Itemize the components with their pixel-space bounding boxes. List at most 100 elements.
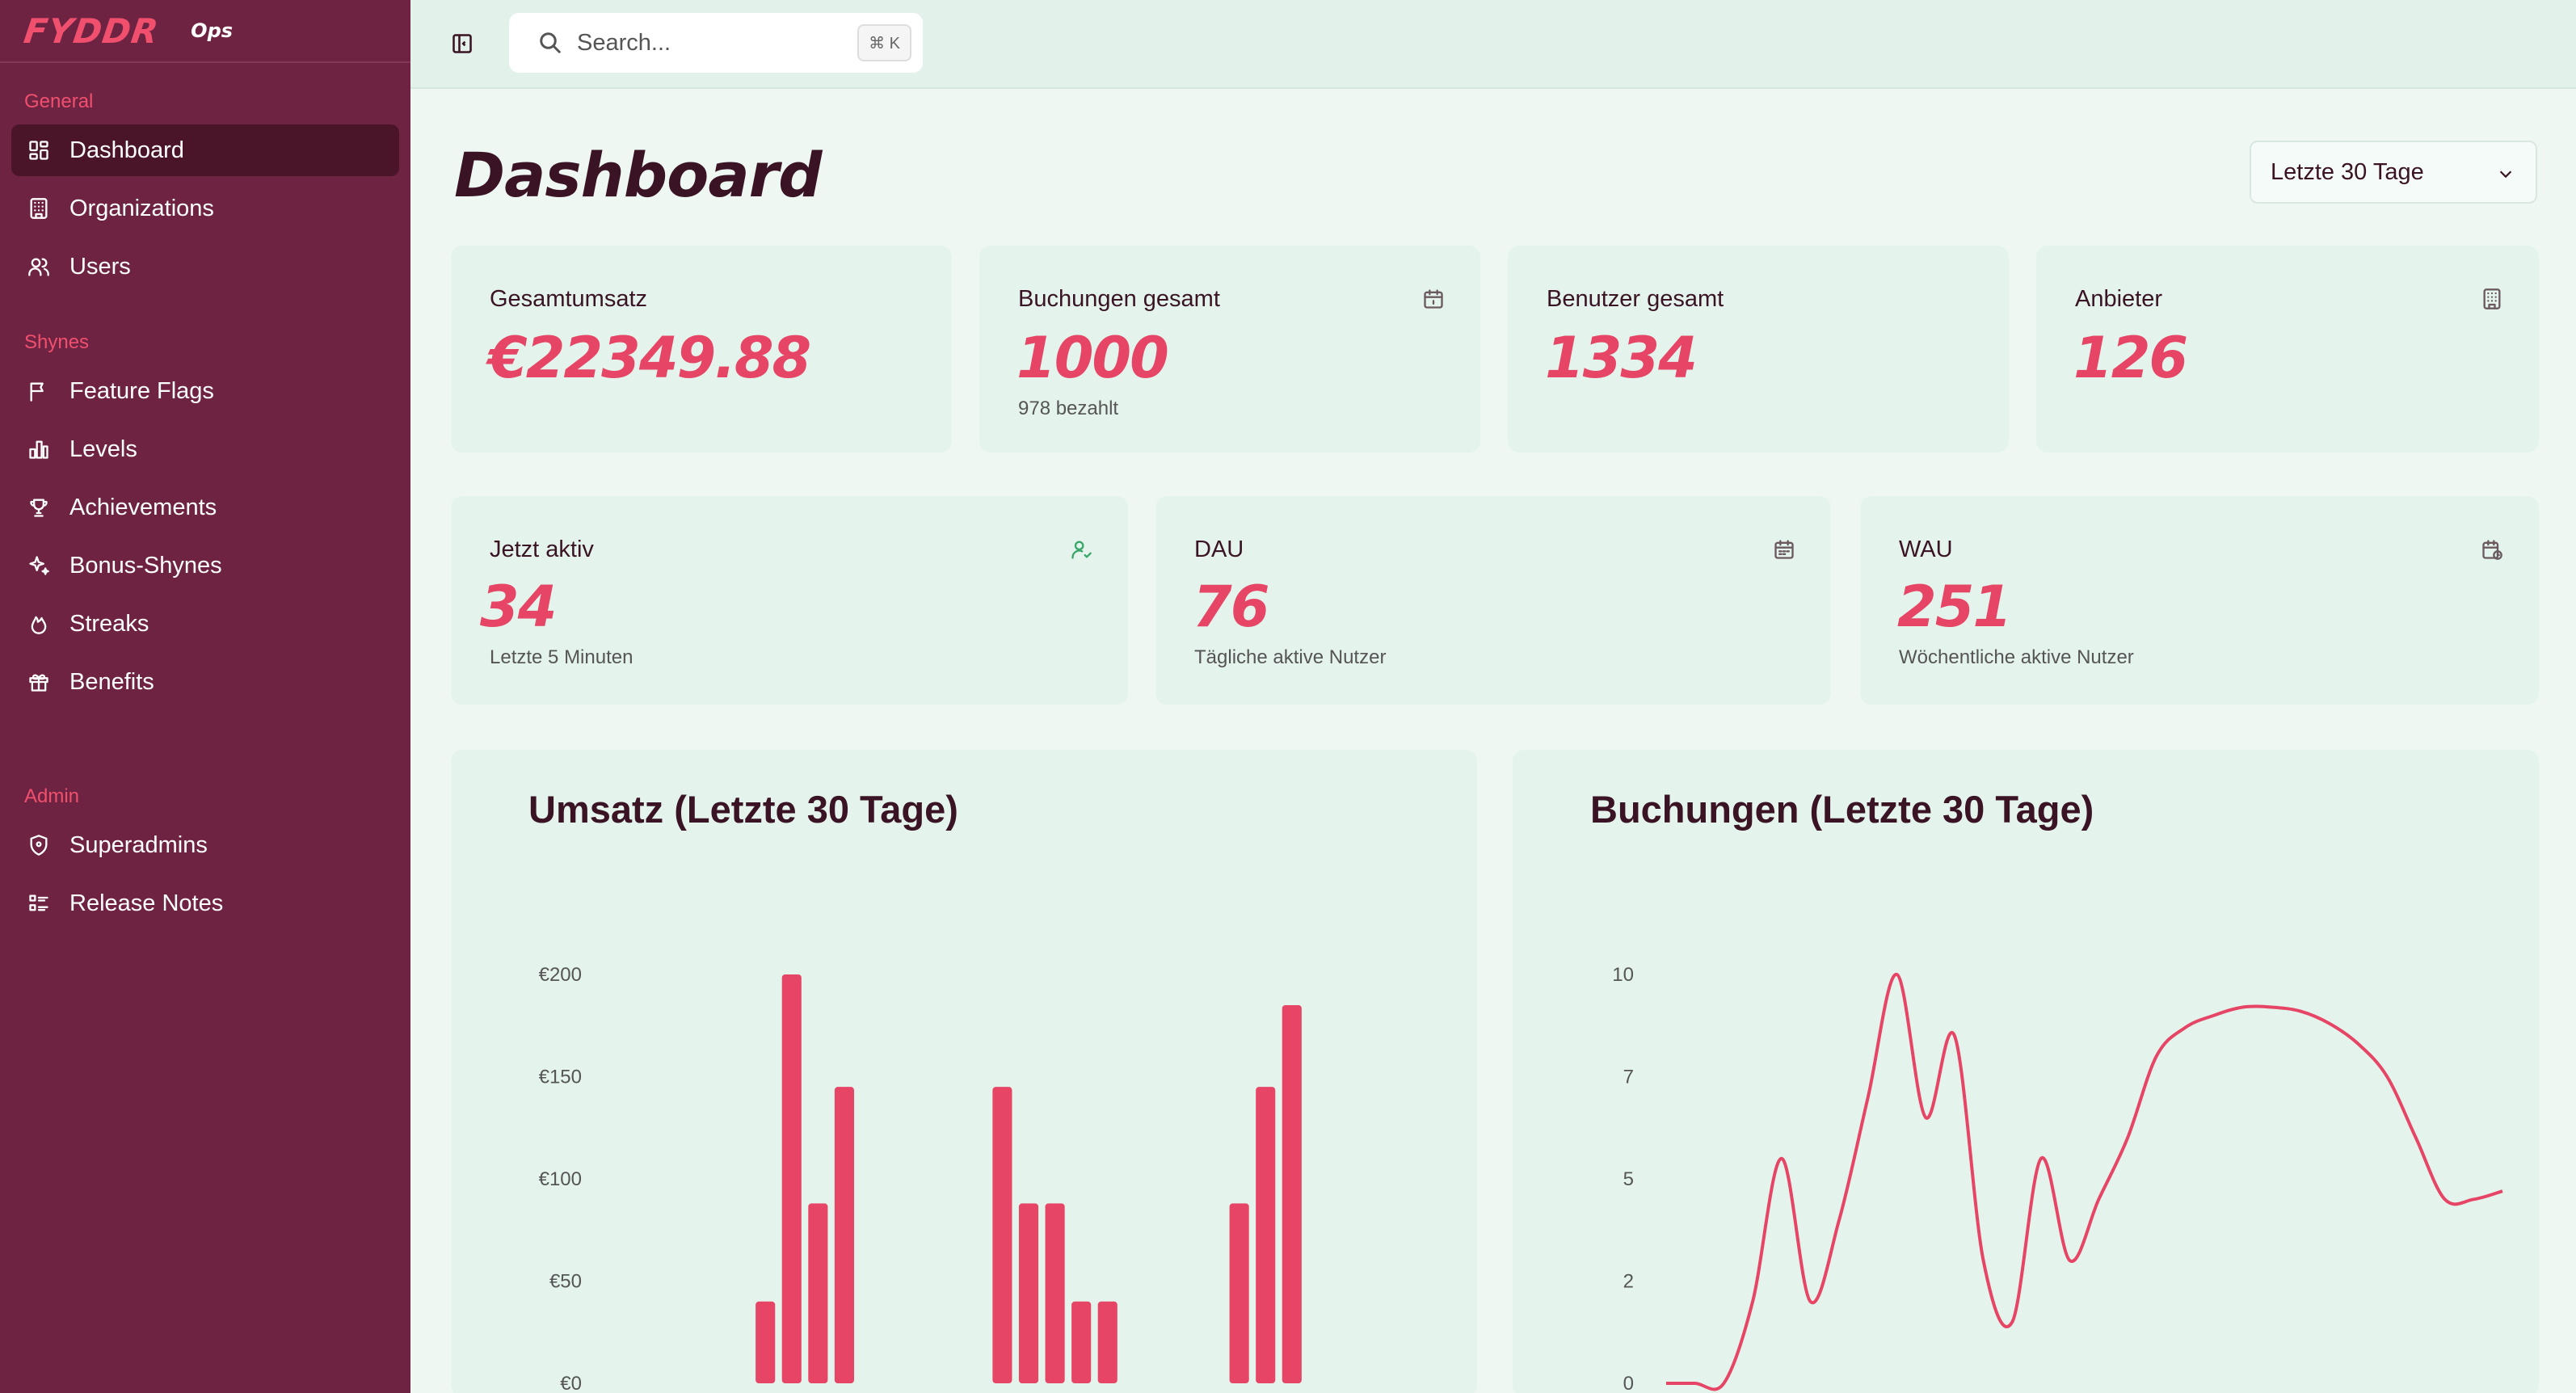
stat-value: 34 [480, 574, 557, 640]
sidebar-item-release-notes[interactable]: Release Notes [11, 877, 399, 929]
y-tick-label: 2 [1623, 1271, 1634, 1293]
y-tick-label: €0 [560, 1373, 582, 1393]
sidebar-item-achievements[interactable]: Achievements [11, 482, 399, 533]
stat-card-active-now: Jetzt aktiv 34 Letzte 5 Minuten [451, 496, 1128, 705]
y-tick-label: 7 [1623, 1067, 1634, 1088]
brand[interactable]: FYDDR Ops [0, 0, 410, 63]
bar[interactable] [1229, 1203, 1249, 1383]
stat-label: Gesamtumsatz [490, 286, 647, 312]
stat-label: Anbieter [2075, 286, 2163, 312]
sidebar-item-dashboard[interactable]: Dashboard [11, 124, 399, 176]
date-range-value: Letzte 30 Tage [2271, 158, 2424, 185]
chevron-down-icon [2499, 170, 2512, 179]
bar[interactable] [1282, 1004, 1302, 1383]
y-tick-label: €100 [539, 1168, 582, 1190]
sidebar: FYDDR Ops General Dashboard Organization… [0, 0, 410, 1393]
stat-label: Buchungen gesamt [1018, 286, 1220, 312]
nav-group-shynes: Shynes Feature Flags Levels Achievements… [0, 299, 410, 708]
search-icon [538, 31, 564, 57]
sidebar-item-label: Achievements [69, 494, 217, 520]
bar-chart-icon [26, 436, 52, 462]
sidebar-item-superadmins[interactable]: Superadmins [11, 819, 399, 871]
stat-card-wau: WAU 251 Wöchentliche aktive Nutzer [1860, 496, 2539, 705]
stat-card-dau: DAU 76 Tägliche aktive Nutzer [1155, 496, 1831, 705]
sidebar-item-label: Release Notes [69, 890, 224, 916]
y-tick-label: €50 [549, 1271, 582, 1293]
stat-label: Benutzer gesamt [1547, 286, 1724, 312]
calendar-clock-icon [2481, 538, 2505, 562]
sidebar-item-label: Bonus-Shynes [69, 552, 222, 579]
bookings-chart-card: Buchungen (Letzte 30 Tage) 025710Mar 27M… [1513, 750, 2539, 1393]
bar[interactable] [1097, 1301, 1118, 1383]
building-icon [2481, 288, 2505, 312]
flag-icon [26, 378, 52, 404]
y-tick-label: €150 [539, 1067, 582, 1088]
date-range-select[interactable]: Letzte 30 Tage [2250, 141, 2537, 204]
chart-title: Umsatz (Letzte 30 Tage) [528, 788, 958, 831]
topbar: ⌘ K [410, 0, 2576, 89]
sidebar-item-benefits[interactable]: Benefits [11, 656, 399, 708]
trophy-icon [26, 494, 52, 520]
stat-sub: Tägliche aktive Nutzer [1194, 646, 1387, 668]
stat-value: 126 [2073, 325, 2188, 391]
search-input[interactable] [577, 29, 836, 57]
calendar-icon [1422, 288, 1446, 312]
sidebar-item-label: Benefits [69, 668, 154, 695]
revenue-bar-chart: €0€50€100€150€200Mar 26Mar 30Apr 03Apr 0… [539, 964, 1302, 1393]
sidebar-item-users[interactable]: Users [11, 241, 399, 292]
bar[interactable] [1045, 1203, 1065, 1383]
dashboard-icon [26, 137, 52, 163]
search-bar[interactable]: ⌘ K [509, 13, 923, 73]
panel-left-icon [452, 34, 472, 53]
sidebar-item-label: Superadmins [69, 831, 208, 858]
brand-logo: FYDDR [21, 11, 162, 51]
calendar-days-icon [1773, 538, 1797, 562]
building-icon [26, 196, 52, 221]
series-line[interactable] [1666, 973, 2503, 1391]
stat-value: 76 [1193, 574, 1269, 640]
users-icon [26, 254, 52, 280]
sidebar-item-label: Streaks [69, 610, 149, 637]
sidebar-item-levels[interactable]: Levels [11, 423, 399, 475]
group-label: Shynes [24, 331, 90, 353]
y-tick-label: 10 [1612, 964, 1634, 986]
stat-sub: Letzte 5 Minuten [490, 646, 633, 668]
sidebar-item-label: Organizations [69, 195, 214, 221]
list-icon [26, 890, 52, 916]
flame-icon [26, 611, 52, 637]
bar[interactable] [1256, 1087, 1276, 1383]
group-label: Admin [24, 785, 80, 807]
bar[interactable] [992, 1087, 1012, 1383]
bar[interactable] [1071, 1301, 1092, 1383]
stat-label: WAU [1899, 537, 1953, 562]
page-title: Dashboard [454, 139, 822, 211]
sidebar-toggle-button[interactable] [446, 27, 478, 60]
sidebar-item-label: Dashboard [69, 137, 184, 163]
sidebar-item-feature-flags[interactable]: Feature Flags [11, 365, 399, 417]
main-content: Dashboard Letzte 30 Tage Gesamtumsatz €2… [410, 90, 2576, 1393]
keyboard-shortcut: ⌘ K [857, 24, 911, 61]
bar[interactable] [808, 1203, 828, 1383]
group-label: General [24, 90, 94, 112]
sidebar-item-bonus-shynes[interactable]: Bonus-Shynes [11, 540, 399, 591]
sidebar-item-label: Feature Flags [69, 377, 214, 404]
sidebar-item-organizations[interactable]: Organizations [11, 183, 399, 234]
sidebar-item-label: Levels [69, 436, 137, 462]
bar[interactable] [781, 974, 802, 1383]
revenue-chart-card: Umsatz (Letzte 30 Tage) €0 €50 €100 €150 €20… [451, 750, 1477, 1393]
bookings-line-chart: 025710Mar 27Mar 31Apr 04Apr 08Apr 11Apr … [1612, 964, 2503, 1393]
shield-icon [26, 832, 52, 858]
stat-card-providers: Anbieter 126 [2036, 246, 2539, 452]
stat-label: DAU [1194, 537, 1244, 562]
bar[interactable] [834, 1087, 854, 1383]
y-tick-label: 0 [1623, 1373, 1634, 1393]
stat-value: 1000 [1017, 325, 1169, 391]
sidebar-item-streaks[interactable]: Streaks [11, 598, 399, 650]
bar[interactable] [756, 1301, 776, 1383]
sparkles-icon [26, 553, 52, 579]
nav-group-general: General Dashboard Organizations Users [0, 63, 410, 292]
sidebar-item-label: Users [69, 253, 131, 280]
bar[interactable] [1018, 1203, 1039, 1383]
stat-value: 1334 [1545, 325, 1698, 391]
brand-suffix: Ops [191, 19, 234, 42]
